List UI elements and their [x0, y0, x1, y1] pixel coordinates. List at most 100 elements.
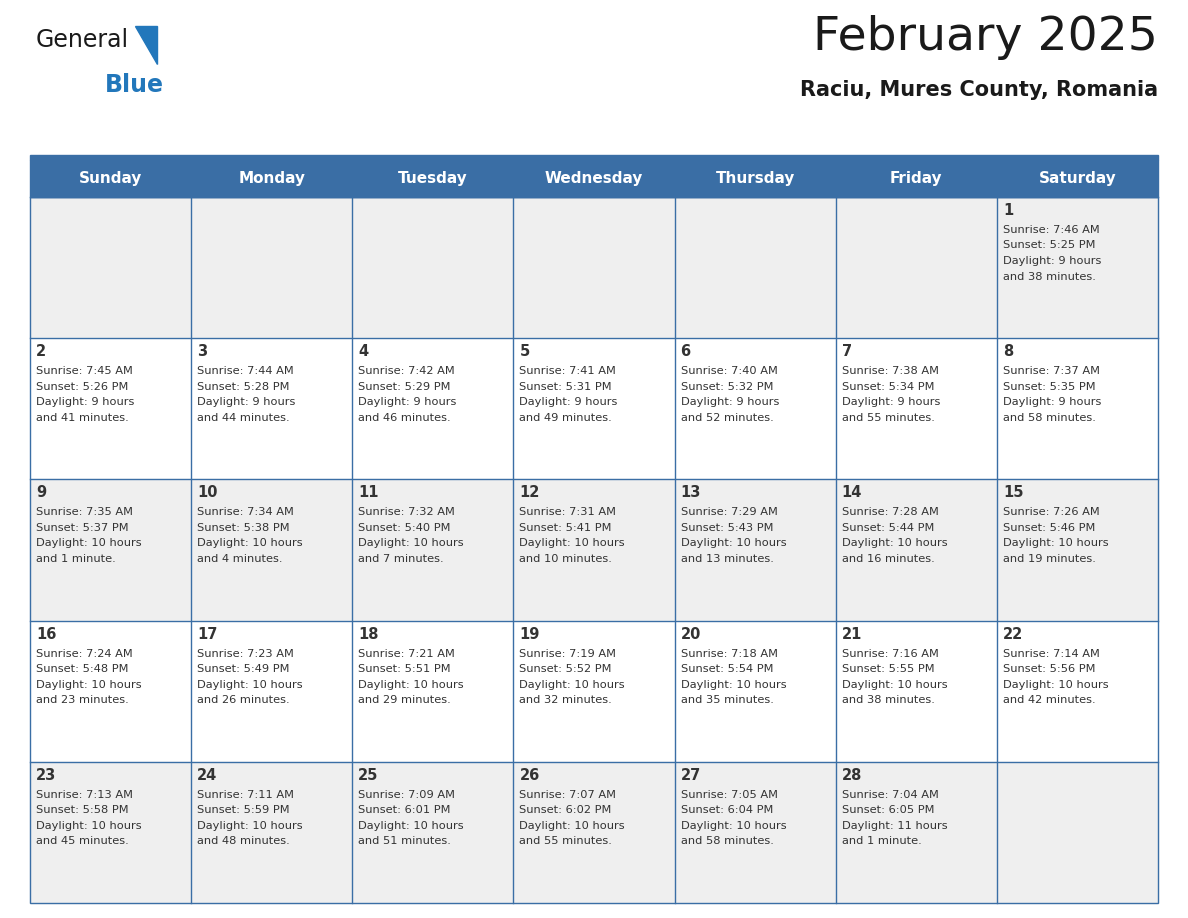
- Text: and 58 minutes.: and 58 minutes.: [1003, 413, 1095, 422]
- Text: and 10 minutes.: and 10 minutes.: [519, 554, 612, 564]
- Text: Blue: Blue: [105, 73, 164, 97]
- Text: Sunrise: 7:41 AM: Sunrise: 7:41 AM: [519, 366, 617, 376]
- Text: Daylight: 10 hours: Daylight: 10 hours: [36, 821, 141, 831]
- Text: 5: 5: [519, 344, 530, 359]
- Text: 8: 8: [1003, 344, 1013, 359]
- Text: Daylight: 9 hours: Daylight: 9 hours: [842, 397, 940, 408]
- Text: Sunrise: 7:09 AM: Sunrise: 7:09 AM: [359, 789, 455, 800]
- Text: Sunset: 5:26 PM: Sunset: 5:26 PM: [36, 382, 128, 392]
- Text: Daylight: 10 hours: Daylight: 10 hours: [359, 538, 463, 548]
- Text: Daylight: 10 hours: Daylight: 10 hours: [519, 538, 625, 548]
- Text: Sunset: 5:29 PM: Sunset: 5:29 PM: [359, 382, 450, 392]
- Text: Daylight: 9 hours: Daylight: 9 hours: [359, 397, 456, 408]
- Text: and 7 minutes.: and 7 minutes.: [359, 554, 444, 564]
- Text: Sunset: 5:55 PM: Sunset: 5:55 PM: [842, 664, 934, 674]
- Text: 15: 15: [1003, 486, 1023, 500]
- Text: Sunset: 5:58 PM: Sunset: 5:58 PM: [36, 805, 128, 815]
- Text: Sunrise: 7:29 AM: Sunrise: 7:29 AM: [681, 508, 777, 518]
- Text: Sunset: 5:34 PM: Sunset: 5:34 PM: [842, 382, 934, 392]
- Text: Sunrise: 7:24 AM: Sunrise: 7:24 AM: [36, 649, 133, 658]
- Text: Sunrise: 7:40 AM: Sunrise: 7:40 AM: [681, 366, 777, 376]
- Text: 10: 10: [197, 486, 217, 500]
- Bar: [30, 197, 1158, 338]
- Text: 17: 17: [197, 627, 217, 642]
- Text: 4: 4: [359, 344, 368, 359]
- Text: Sunset: 5:59 PM: Sunset: 5:59 PM: [197, 805, 290, 815]
- Text: Sunrise: 7:16 AM: Sunrise: 7:16 AM: [842, 649, 939, 658]
- Text: Daylight: 10 hours: Daylight: 10 hours: [519, 821, 625, 831]
- Text: Sunrise: 7:13 AM: Sunrise: 7:13 AM: [36, 789, 133, 800]
- Text: 25: 25: [359, 767, 379, 783]
- Text: Thursday: Thursday: [715, 171, 795, 186]
- Text: and 38 minutes.: and 38 minutes.: [1003, 272, 1095, 282]
- Text: Daylight: 10 hours: Daylight: 10 hours: [197, 538, 303, 548]
- Text: Daylight: 10 hours: Daylight: 10 hours: [1003, 679, 1108, 689]
- Text: 24: 24: [197, 767, 217, 783]
- Text: and 1 minute.: and 1 minute.: [842, 836, 922, 846]
- Text: Sunset: 5:46 PM: Sunset: 5:46 PM: [1003, 523, 1095, 533]
- Text: Daylight: 10 hours: Daylight: 10 hours: [519, 679, 625, 689]
- Text: 21: 21: [842, 627, 862, 642]
- Bar: [30, 155, 1158, 160]
- Text: and 4 minutes.: and 4 minutes.: [197, 554, 283, 564]
- Text: Sunset: 5:43 PM: Sunset: 5:43 PM: [681, 523, 773, 533]
- Text: and 46 minutes.: and 46 minutes.: [359, 413, 451, 422]
- Bar: [30, 479, 1158, 621]
- Text: Sunrise: 7:11 AM: Sunrise: 7:11 AM: [197, 789, 295, 800]
- Text: and 19 minutes.: and 19 minutes.: [1003, 554, 1095, 564]
- Text: Sunrise: 7:04 AM: Sunrise: 7:04 AM: [842, 789, 939, 800]
- Text: Daylight: 10 hours: Daylight: 10 hours: [681, 679, 786, 689]
- Bar: [30, 197, 1158, 903]
- Text: Sunset: 5:35 PM: Sunset: 5:35 PM: [1003, 382, 1095, 392]
- Text: and 38 minutes.: and 38 minutes.: [842, 695, 935, 705]
- Text: Raciu, Mures County, Romania: Raciu, Mures County, Romania: [800, 80, 1158, 100]
- Text: Sunrise: 7:18 AM: Sunrise: 7:18 AM: [681, 649, 778, 658]
- Text: and 13 minutes.: and 13 minutes.: [681, 554, 773, 564]
- Text: and 51 minutes.: and 51 minutes.: [359, 836, 451, 846]
- Text: Sunset: 5:41 PM: Sunset: 5:41 PM: [519, 523, 612, 533]
- Text: and 49 minutes.: and 49 minutes.: [519, 413, 612, 422]
- Text: Sunset: 5:51 PM: Sunset: 5:51 PM: [359, 664, 451, 674]
- Text: Sunrise: 7:32 AM: Sunrise: 7:32 AM: [359, 508, 455, 518]
- Text: 12: 12: [519, 486, 539, 500]
- Text: Sunset: 5:37 PM: Sunset: 5:37 PM: [36, 523, 128, 533]
- Text: Sunrise: 7:28 AM: Sunrise: 7:28 AM: [842, 508, 939, 518]
- Text: Daylight: 10 hours: Daylight: 10 hours: [842, 538, 947, 548]
- Text: and 48 minutes.: and 48 minutes.: [197, 836, 290, 846]
- Text: Daylight: 11 hours: Daylight: 11 hours: [842, 821, 947, 831]
- Text: Daylight: 9 hours: Daylight: 9 hours: [36, 397, 134, 408]
- Text: Daylight: 10 hours: Daylight: 10 hours: [36, 538, 141, 548]
- Text: Sunrise: 7:31 AM: Sunrise: 7:31 AM: [519, 508, 617, 518]
- Text: Sunset: 5:38 PM: Sunset: 5:38 PM: [197, 523, 290, 533]
- Text: 20: 20: [681, 627, 701, 642]
- Text: 7: 7: [842, 344, 852, 359]
- Text: Sunrise: 7:44 AM: Sunrise: 7:44 AM: [197, 366, 293, 376]
- Bar: [30, 762, 1158, 903]
- Text: 26: 26: [519, 767, 539, 783]
- Text: Sunset: 5:28 PM: Sunset: 5:28 PM: [197, 382, 290, 392]
- Text: Daylight: 10 hours: Daylight: 10 hours: [681, 821, 786, 831]
- Text: Sunset: 5:52 PM: Sunset: 5:52 PM: [519, 664, 612, 674]
- Text: Monday: Monday: [239, 171, 305, 186]
- Text: Sunset: 5:25 PM: Sunset: 5:25 PM: [1003, 241, 1095, 251]
- Text: Sunrise: 7:14 AM: Sunrise: 7:14 AM: [1003, 649, 1100, 658]
- Text: Sunrise: 7:05 AM: Sunrise: 7:05 AM: [681, 789, 778, 800]
- Text: 22: 22: [1003, 627, 1023, 642]
- Text: Wednesday: Wednesday: [545, 171, 643, 186]
- Text: Daylight: 10 hours: Daylight: 10 hours: [197, 679, 303, 689]
- Text: 1: 1: [1003, 203, 1013, 218]
- Text: Friday: Friday: [890, 171, 942, 186]
- Bar: [30, 338, 1158, 479]
- Text: Sunrise: 7:34 AM: Sunrise: 7:34 AM: [197, 508, 293, 518]
- Text: Sunrise: 7:23 AM: Sunrise: 7:23 AM: [197, 649, 293, 658]
- Text: 16: 16: [36, 627, 56, 642]
- Text: and 55 minutes.: and 55 minutes.: [519, 836, 612, 846]
- Text: Daylight: 9 hours: Daylight: 9 hours: [1003, 397, 1101, 408]
- Text: Sunset: 6:02 PM: Sunset: 6:02 PM: [519, 805, 612, 815]
- Text: Daylight: 10 hours: Daylight: 10 hours: [1003, 538, 1108, 548]
- Text: Daylight: 10 hours: Daylight: 10 hours: [359, 679, 463, 689]
- Text: Sunrise: 7:35 AM: Sunrise: 7:35 AM: [36, 508, 133, 518]
- Text: and 52 minutes.: and 52 minutes.: [681, 413, 773, 422]
- Text: Sunset: 6:01 PM: Sunset: 6:01 PM: [359, 805, 450, 815]
- Text: Sunset: 6:04 PM: Sunset: 6:04 PM: [681, 805, 773, 815]
